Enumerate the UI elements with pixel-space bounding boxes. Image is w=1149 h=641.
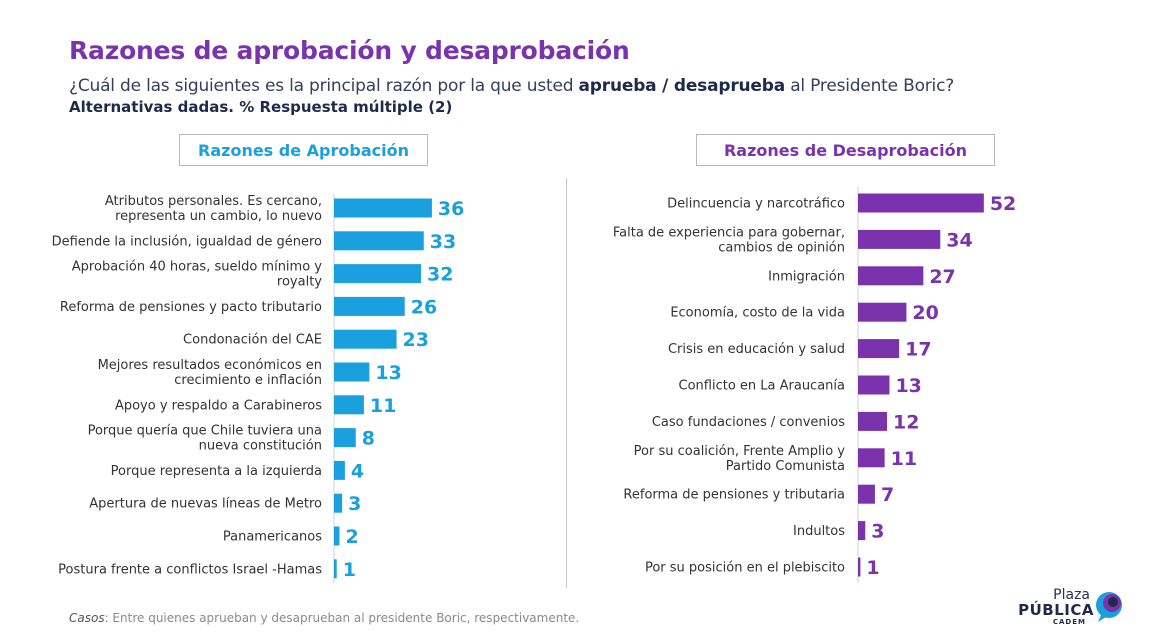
approval-value-label: 3 [348,493,361,515]
subtitle-suffix: al Presidente Boric? [785,76,955,96]
question-subtitle: ¿Cuál de las siguientes es la principal … [69,76,954,96]
approval-bar [334,526,340,546]
disapproval-value-label: 7 [881,484,894,506]
disapproval-value-label: 13 [895,375,921,397]
disapproval-category-label: Reforma de pensiones y tributaria [623,488,845,503]
disapproval-panel-title: Razones de Desaprobación [696,134,995,166]
disapproval-category-label: cambios de opinión [718,240,845,255]
panel-divider [566,178,567,588]
approval-bar [334,428,356,448]
disapproval-category-label: Caso fundaciones / convenios [652,415,845,430]
approval-bar [334,395,364,415]
disapproval-category-label: Crisis en educación y salud [668,342,845,357]
approval-category-label: crecimiento e inflación [174,373,322,388]
subtitle-prefix: ¿Cuál de las siguientes es la principal … [69,76,579,96]
disapproval-category-label: Economía, costo de la vida [670,306,845,321]
disapproval-category-label: Delincuencia y narcotráfico [667,197,845,212]
approval-category-label: royalty [277,275,322,290]
disapproval-category-label: Conflicto en La Araucanía [679,379,846,394]
disapproval-bar [858,557,861,577]
footnote-text: : Entre quienes aprueban y desaprueban a… [104,611,580,625]
disapproval-category-label: Falta de experiencia para gobernar, [613,225,845,240]
logo-line1: Plaza [1053,587,1090,603]
disapproval-category-label: Inmigración [768,269,845,284]
disapproval-category-label: Partido Comunista [726,459,845,474]
approval-value-label: 1 [343,559,356,581]
approval-category-label: nueva constitución [199,439,322,454]
disapproval-bar [858,339,900,359]
approval-category-label: Mejores resultados económicos en [98,358,322,373]
disapproval-value-label: 34 [946,229,972,251]
approval-bar [334,362,370,382]
approval-category-label: Porque quería que Chile tuviera una [88,424,322,439]
disapproval-bar [858,411,888,431]
approval-value-label: 36 [438,198,464,220]
disapproval-category-label: Indultos [793,524,845,539]
approval-bar [334,264,422,284]
footnote-label: Casos [69,611,105,625]
approval-category-label: Aprobación 40 horas, sueldo mínimo y [72,260,323,275]
approval-bar [334,296,405,316]
approval-bar [334,198,432,218]
disapproval-value-label: 27 [929,266,955,288]
approval-value-label: 2 [345,526,358,548]
approval-value-label: 26 [411,296,437,318]
disapproval-bar [858,375,890,395]
approval-bar [334,231,424,251]
approval-category-label: Reforma de pensiones y pacto tributario [60,300,322,315]
disapproval-bar [858,193,984,213]
disapproval-value-label: 12 [893,411,919,433]
approval-category-label: Postura frente a conflictos Israel -Hama… [58,562,322,577]
approval-value-label: 32 [427,264,453,286]
disapproval-value-label: 20 [912,302,938,324]
page-title: Razones de aprobación y desaprobación [69,36,630,65]
approval-value-label: 8 [362,428,375,450]
approval-bar [334,460,345,480]
approval-category-label: Apertura de nuevas líneas de Metro [89,497,322,512]
approval-category-label: Porque representa a la izquierda [111,464,322,479]
approval-bar [334,493,343,513]
disapproval-bar [858,266,924,286]
approval-value-label: 33 [430,231,456,253]
plaza-publica-logo: Plaza PÚBLICA CADEM [1010,587,1130,627]
footnote: Casos: Entre quienes aprueban y desaprue… [69,611,579,625]
disapproval-value-label: 3 [871,521,884,543]
approval-value-label: 11 [370,395,396,417]
approval-bar [334,329,397,349]
approval-bar [334,559,337,579]
disapproval-value-label: 52 [990,193,1016,215]
logo-line2: PÚBLICA [1018,601,1094,619]
disapproval-value-label: 11 [891,448,917,470]
disapproval-value-label: 1 [866,557,879,579]
disapproval-category-label: Por su posición en el plebiscito [645,561,845,576]
disapproval-value-label: 17 [905,339,931,361]
approval-category-label: Atributos personales. Es cercano, [105,194,322,209]
disapproval-category-label: Por su coalición, Frente Amplio y [634,444,846,459]
approval-category-label: Panamericanos [223,530,322,545]
approval-category-label: Condonación del CAE [183,333,322,348]
logo-line3: CADEM [1052,618,1086,626]
subtitle-bold: aprueba / desaprueba [578,76,786,96]
disapproval-bar [858,448,885,468]
logo-bubble-icon [1096,592,1122,622]
approval-category-label: Defiende la inclusión, igualdad de géner… [52,234,322,249]
approval-value-label: 4 [351,460,364,482]
approval-category-label: Apoyo y respaldo a Carabineros [115,398,322,413]
approval-category-label: representa un cambio, lo nuevo [115,209,322,224]
disapproval-bar [858,521,866,541]
disapproval-bar [858,484,875,504]
response-note: Alternativas dadas. % Respuesta múltiple… [69,98,453,116]
approval-panel-title: Razones de Aprobación [179,134,428,166]
approval-value-label: 23 [403,329,429,351]
approval-value-label: 13 [375,362,401,384]
disapproval-bar [858,302,907,322]
disapproval-bar [858,229,941,249]
